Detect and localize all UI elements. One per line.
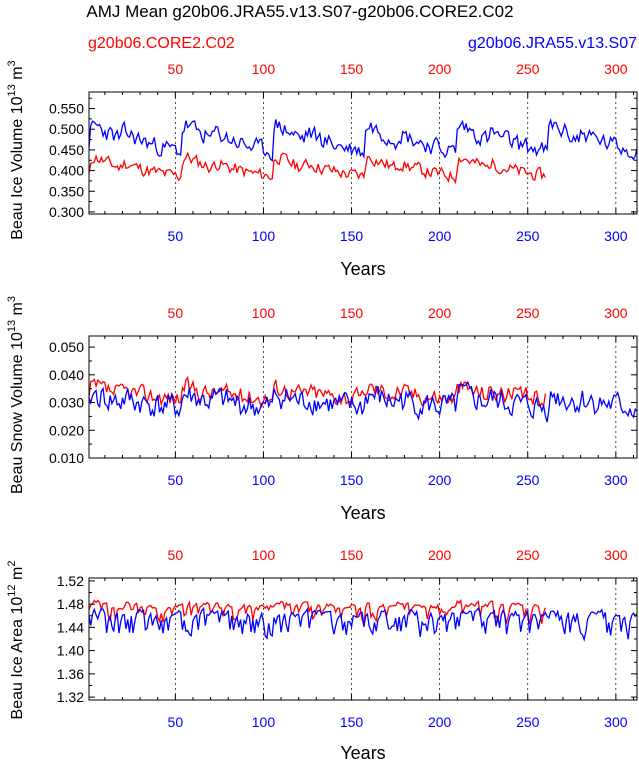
- x-axis-title: Years: [340, 503, 385, 523]
- x-tick-label-top: 250: [516, 305, 540, 321]
- x-tick-label-bottom: 200: [428, 472, 452, 488]
- x-tick-label-bottom: 250: [516, 228, 540, 244]
- y-tick-label: 0.030: [49, 395, 84, 411]
- x-tick-label-top: 300: [604, 305, 628, 321]
- y-tick-label: 0.500: [49, 121, 84, 137]
- x-tick-label-bottom: 150: [340, 472, 364, 488]
- y-tick-label: 1.40: [57, 643, 84, 659]
- x-tick-label-top: 100: [252, 547, 276, 563]
- x-tick-label-top: 300: [604, 61, 628, 77]
- x-tick-label-top: 50: [168, 547, 184, 563]
- x-tick-label-bottom: 300: [604, 472, 628, 488]
- y-tick-label: 0.020: [49, 422, 84, 438]
- x-tick-label-top: 200: [428, 305, 452, 321]
- series-line: [88, 118, 638, 162]
- x-tick-label-bottom: 250: [516, 472, 540, 488]
- series-line: [88, 598, 546, 626]
- x-axis-title: Years: [340, 743, 385, 762]
- y-tick-label: 1.32: [57, 689, 84, 705]
- series-line: [88, 375, 547, 409]
- plot-frame: [88, 577, 638, 701]
- x-tick-label-bottom: 150: [340, 714, 364, 730]
- y-tick-label: 0.550: [49, 101, 84, 117]
- y-tick-label: 1.48: [57, 596, 84, 612]
- x-tick-label-top: 50: [168, 61, 184, 77]
- y-axis-title: Beau Ice Volume 1013 m3: [6, 60, 26, 239]
- y-tick-label: 0.400: [49, 163, 84, 179]
- x-tick-label-bottom: 50: [168, 472, 184, 488]
- figure-title: AMJ Mean g20b06.JRA55.v13.S07-g20b06.COR…: [86, 2, 513, 21]
- x-tick-label-bottom: 50: [168, 228, 184, 244]
- y-tick-label: 0.450: [49, 142, 84, 158]
- y-tick-label: 1.44: [57, 619, 84, 635]
- y-tick-label: 0.010: [49, 450, 84, 466]
- chart-panel-3: 1.32 1.36 1.40 1.44 1.48 1.52 50 100 150 200 250 30…: [6, 547, 638, 762]
- x-axis-title: Years: [340, 259, 385, 279]
- x-tick-label-bottom: 200: [428, 228, 452, 244]
- y-tick-label: 1.52: [57, 573, 84, 589]
- x-tick-label-top: 250: [516, 547, 540, 563]
- x-tick-label-top: 200: [428, 61, 452, 77]
- plot-frame: [88, 91, 638, 215]
- x-tick-label-top: 150: [340, 547, 364, 563]
- x-tick-label-top: 100: [252, 61, 276, 77]
- series-line: [88, 606, 638, 642]
- x-tick-label-bottom: 200: [428, 714, 452, 730]
- x-tick-label-top: 200: [428, 547, 452, 563]
- legend-left-label: g20b06.CORE2.C02: [88, 35, 235, 52]
- y-tick-label: 0.350: [49, 183, 84, 199]
- series-line: [88, 380, 638, 423]
- y-axis-title: Beau Ice Area 1012 m2: [6, 561, 26, 720]
- y-tick-label: 0.040: [49, 367, 84, 383]
- legend-right-label: g20b06.JRA55.v13.S07: [468, 35, 637, 52]
- panels: 0.300 0.350 0.400 0.450 0.500 0.550 50 100 150 20…: [6, 60, 638, 762]
- x-tick-label-bottom: 150: [340, 228, 364, 244]
- x-tick-label-top: 250: [516, 61, 540, 77]
- x-tick-label-top: 150: [340, 61, 364, 77]
- x-tick-label-bottom: 300: [604, 714, 628, 730]
- x-tick-label-bottom: 100: [252, 472, 276, 488]
- y-tick-label: 1.36: [57, 666, 84, 682]
- plot-frame: [88, 335, 638, 459]
- y-tick-label: 0.050: [49, 339, 84, 355]
- x-tick-label-top: 150: [340, 305, 364, 321]
- chart-panel-2: 0.010 0.020 0.030 0.040 0.050 50 100 150 200 250 3…: [6, 296, 638, 523]
- chart-panel-1: 0.300 0.350 0.400 0.450 0.500 0.550 50 100 150 20…: [6, 60, 638, 279]
- x-tick-label-top: 50: [168, 305, 184, 321]
- y-tick-label: 0.300: [49, 204, 84, 220]
- x-tick-label-bottom: 50: [168, 714, 184, 730]
- x-tick-label-top: 100: [252, 305, 276, 321]
- x-tick-label-bottom: 250: [516, 714, 540, 730]
- x-tick-label-bottom: 100: [252, 228, 276, 244]
- x-tick-label-bottom: 300: [604, 228, 628, 244]
- series-line: [88, 151, 546, 185]
- x-tick-label-bottom: 100: [252, 714, 276, 730]
- y-axis-title: Beau Snow Volume 1013 m3: [6, 296, 26, 494]
- x-tick-label-top: 300: [604, 547, 628, 563]
